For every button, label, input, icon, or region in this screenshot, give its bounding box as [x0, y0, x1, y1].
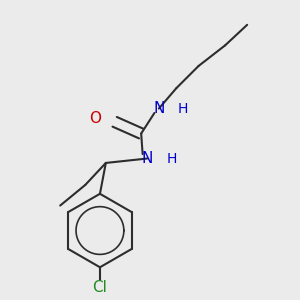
Text: H: H	[177, 102, 188, 116]
Text: N: N	[153, 101, 164, 116]
Text: H: H	[167, 152, 177, 166]
Text: N: N	[141, 151, 153, 166]
Text: O: O	[89, 111, 101, 126]
Text: Cl: Cl	[92, 280, 107, 295]
